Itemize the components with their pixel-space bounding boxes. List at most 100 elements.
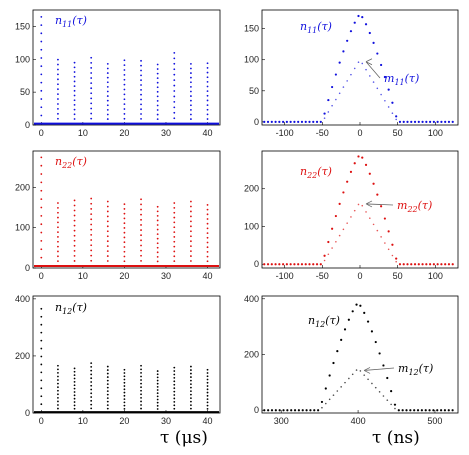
- data-point: [90, 362, 93, 365]
- data-point: [173, 255, 176, 258]
- data-point: [190, 400, 192, 403]
- data-point: [140, 74, 142, 77]
- data-point-n12: [370, 330, 374, 333]
- data-point-m22: [380, 236, 382, 238]
- data-point: [173, 90, 176, 92]
- data-point: [140, 259, 142, 262]
- data-point: [206, 404, 209, 407]
- data-point: [156, 392, 159, 395]
- data-point-n22: [308, 263, 311, 266]
- data-point-m12: [321, 406, 323, 409]
- data-point: [156, 401, 159, 404]
- data-point: [123, 93, 126, 96]
- data-point: [90, 365, 93, 368]
- data-point: [40, 189, 43, 192]
- data-point-n22: [380, 205, 383, 208]
- data-point: [156, 205, 159, 208]
- data-point-n11: [323, 112, 326, 115]
- data-point: [140, 404, 142, 406]
- data-point-n22: [364, 163, 368, 166]
- data-point-n12: [270, 409, 274, 412]
- data-point: [57, 404, 59, 406]
- data-point: [190, 379, 192, 382]
- data-point: [206, 67, 209, 69]
- data-point: [140, 386, 142, 389]
- data-point: [156, 210, 159, 213]
- data-point-n11: [440, 120, 443, 123]
- data-point: [190, 407, 192, 410]
- data-point: [40, 81, 43, 84]
- data-point: [57, 108, 59, 110]
- data-point: [40, 214, 43, 217]
- data-point: [206, 260, 209, 263]
- data-point-n12: [336, 350, 339, 353]
- data-point: [106, 99, 109, 102]
- data-point: [106, 210, 109, 213]
- data-point-m22: [323, 259, 326, 262]
- data-point: [57, 396, 59, 399]
- data-point: [90, 208, 93, 210]
- data-point: [57, 231, 59, 233]
- data-point-n22: [402, 263, 405, 266]
- data-point: [156, 242, 159, 245]
- data-point: [190, 200, 192, 203]
- data-point: [106, 108, 109, 111]
- data-point: [123, 401, 126, 404]
- data-point: [173, 404, 176, 407]
- x-tick-label: -100: [276, 271, 294, 281]
- data-point: [173, 250, 176, 253]
- data-point: [123, 388, 126, 391]
- data-point: [206, 236, 209, 239]
- y-tick-label: 400: [244, 294, 259, 304]
- panel-n11-long: 0 10 20 30 40 0 50 100 150 n11(τ): [15, 9, 221, 138]
- data-point: [190, 245, 192, 248]
- data-point: [57, 206, 59, 209]
- x-tick-label: 0: [39, 271, 44, 281]
- panel-n22-short: -100 -50 0 50 100 0 100 200 n22(τ) m22(τ): [244, 150, 459, 281]
- data-point: [106, 240, 109, 243]
- data-point: [156, 228, 159, 231]
- data-point: [106, 215, 109, 218]
- data-point: [206, 381, 209, 384]
- data-point-n11: [304, 120, 307, 123]
- data-point: [57, 221, 59, 224]
- data-point-n22: [432, 263, 435, 266]
- data-point: [173, 383, 176, 386]
- data-point-m22: [335, 241, 337, 243]
- data-point: [156, 109, 159, 111]
- data-point-n12: [432, 409, 435, 412]
- series-label: n12(τ): [308, 314, 340, 329]
- data-point: [206, 255, 209, 258]
- data-point: [140, 224, 142, 226]
- data-point: [190, 397, 192, 400]
- data-point: [173, 101, 176, 103]
- data-point: [57, 364, 59, 367]
- data-point: [106, 400, 109, 403]
- data-point: [57, 389, 59, 392]
- data-point-n22: [270, 263, 273, 266]
- data-point: [140, 93, 142, 96]
- data-point: [57, 372, 59, 374]
- data-point-m11: [338, 92, 341, 95]
- data-point: [123, 385, 126, 387]
- data-point: [106, 390, 109, 393]
- data-point: [190, 365, 192, 368]
- data-point-m11: [335, 98, 337, 101]
- data-point: [57, 117, 59, 120]
- data-point-m12: [355, 369, 358, 371]
- data-point: [73, 89, 76, 92]
- data-point-m22: [361, 204, 364, 207]
- data-point: [90, 392, 93, 395]
- x-tick-label: 10: [78, 416, 88, 426]
- data-point: [140, 79, 142, 82]
- data-point: [123, 394, 126, 397]
- y-tick-label: 100: [15, 54, 30, 64]
- data-point: [106, 250, 109, 253]
- data-point: [123, 212, 126, 215]
- data-point: [173, 390, 176, 393]
- y-tick-label: 200: [15, 182, 30, 192]
- x-tick-label: 50: [393, 271, 403, 281]
- data-point: [156, 370, 159, 372]
- data-point: [140, 407, 142, 410]
- data-point-n11: [285, 120, 288, 123]
